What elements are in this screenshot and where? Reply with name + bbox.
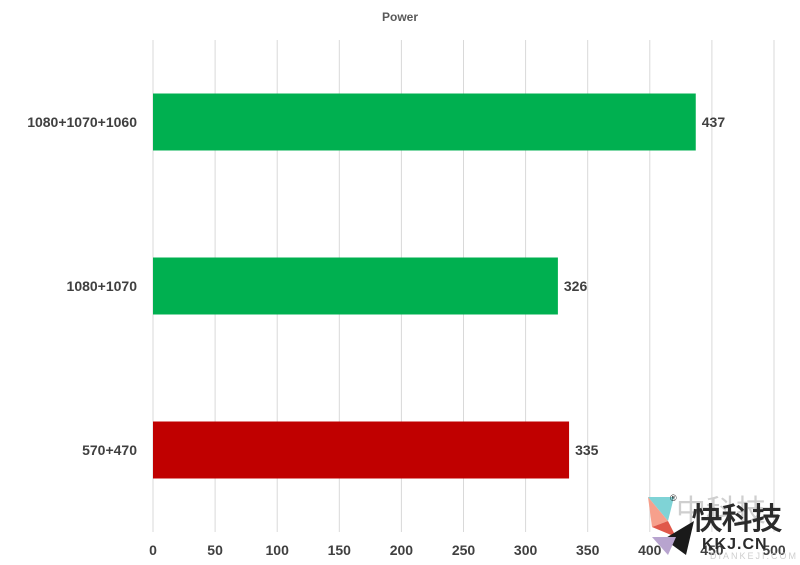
- data-label: 335: [575, 442, 599, 458]
- x-tick-label: 300: [514, 542, 538, 558]
- bars: [153, 93, 696, 479]
- category-label: 1080+1070: [67, 278, 138, 294]
- data-labels: 437 326 335: [564, 114, 725, 458]
- x-tick-label: 100: [266, 542, 290, 558]
- swallow-bird-logo-icon: [648, 497, 694, 555]
- x-tick-label: 450: [700, 542, 724, 558]
- bar: [153, 421, 570, 479]
- watermark-brand-cn: 快科技: [692, 502, 782, 537]
- data-label: 437: [702, 114, 726, 130]
- x-tick-label: 50: [207, 542, 223, 558]
- category-label: 1080+1070+1060: [27, 114, 137, 130]
- x-tick-label: 200: [390, 542, 414, 558]
- watermark-ghost-domain: DIANKEJI.COM: [710, 551, 796, 561]
- x-tick-label: 150: [328, 542, 352, 558]
- data-label: 326: [564, 278, 588, 294]
- bar: [153, 93, 696, 151]
- watermark-brand-en: KKJ.CN: [702, 536, 768, 553]
- x-tick-label: 0: [149, 542, 157, 558]
- bar: [153, 257, 558, 315]
- registered-mark: ®: [670, 493, 677, 503]
- x-tick-label: 500: [762, 542, 786, 558]
- category-labels: 1080+1070+1060 1080+1070 570+470: [27, 114, 137, 458]
- watermark-logo: 中科技 DIANKEJI.COM ® 快科技 KKJ.CN: [648, 493, 796, 561]
- x-axis-ticks: 0 50 100 150 200 250 300 350 400 450 500: [149, 542, 786, 558]
- x-tick-label: 400: [638, 542, 662, 558]
- category-label: 570+470: [82, 442, 137, 458]
- chart-title: Power: [382, 10, 418, 24]
- x-tick-label: 250: [452, 542, 476, 558]
- x-tick-label: 350: [576, 542, 600, 558]
